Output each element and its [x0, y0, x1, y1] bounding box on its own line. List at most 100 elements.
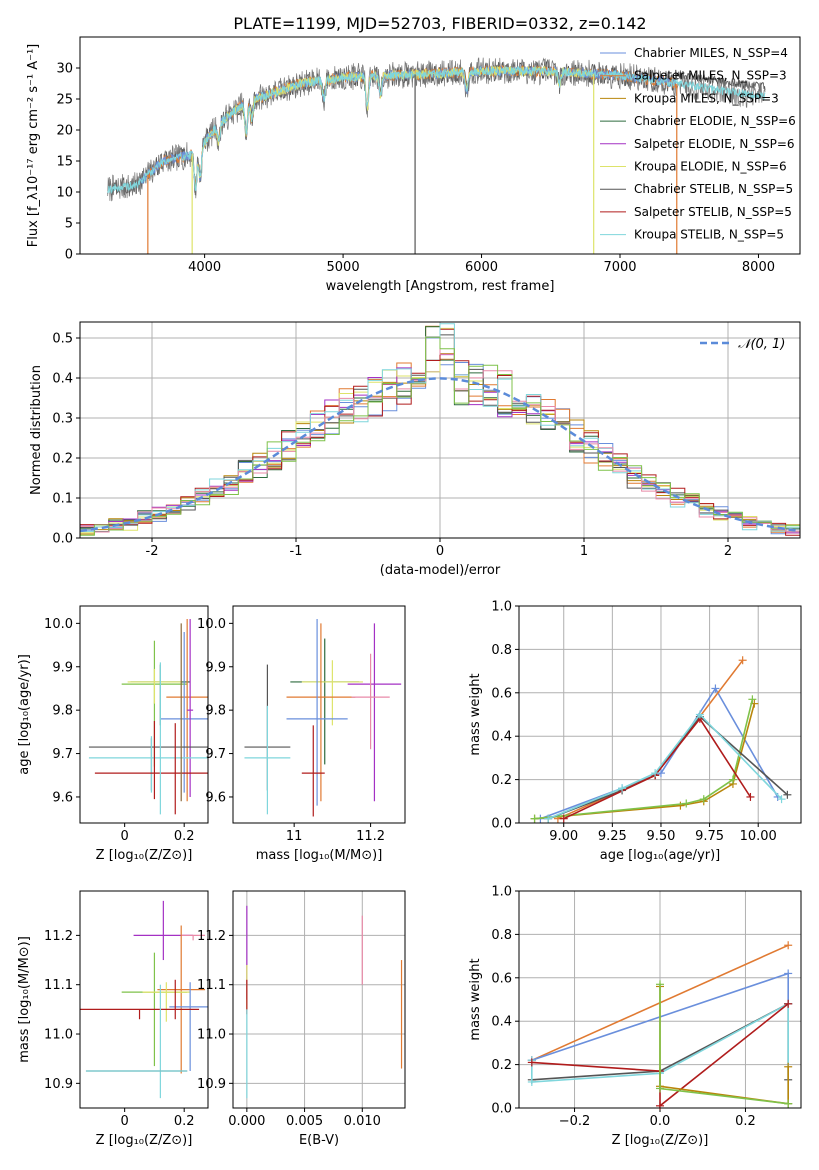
x-tick-label: 11.2 [356, 829, 385, 844]
y-tick-label: 9.7 [205, 747, 226, 762]
y-tick-label: 1.0 [491, 600, 512, 615]
x-axis-label: Z [log₁₀(Z/Z⊙)] [96, 1133, 193, 1148]
y-tick-label: 5 [65, 217, 73, 232]
x-tick-label: −0.2 [559, 1114, 591, 1129]
marker-plus [695, 710, 704, 719]
error-bar-point [187, 619, 194, 797]
spectrum-legend: Chabrier MILES, N_SSP=4 Salpeter MILES, N… [600, 46, 796, 242]
x-tick-label: -1 [290, 544, 303, 559]
y-tick-label: 0.2 [491, 773, 512, 788]
y-tick-label: 0.2 [52, 452, 73, 467]
y-tick-label: 10.0 [44, 617, 73, 632]
y-tick-label: 1.0 [491, 885, 512, 900]
legend-entry: Salpeter MILES, N_SSP=3 [634, 69, 787, 83]
mass_weight_vs_Z-frame [518, 890, 802, 1109]
y-tick-label: 0.4 [491, 730, 512, 745]
marker-plus [711, 684, 720, 693]
x-tick-label: 4000 [188, 260, 221, 275]
x-tick-label: 11 [286, 829, 303, 844]
marker-plus [784, 999, 793, 1008]
marker-plus [746, 792, 755, 801]
x-axis-label: E(B-V) [299, 1133, 339, 1148]
x-axis-label: wavelength [Angstrom, rest frame] [326, 279, 555, 294]
marker-plus [699, 795, 708, 804]
y-axis-label: Normed distribution [29, 365, 44, 495]
legend-entry: Kroupa ELODIE, N_SSP=6 [634, 160, 787, 174]
x-tick-label: -2 [146, 544, 159, 559]
plots-layer: 4000 5000 6000 7000 8000051015202530waveleng… [17, 36, 802, 1148]
marker-plus [784, 1062, 793, 1071]
axes-mass_weight_vs_Z: −0.2 0.0 0.2 0.0 0.2 0.4 0.6 0.8 1.0 Z [log₁₀(Z/Z… [468, 885, 801, 1148]
marker-plus [728, 775, 737, 784]
x-tick-label: 2 [724, 544, 732, 559]
y-axis-label: Flux [f_λ10⁻¹⁷ erg cm⁻² s⁻¹ A⁻¹] [26, 44, 41, 248]
spectrum-line-kroupa_stelib [107, 65, 766, 195]
error-bar-point [157, 925, 206, 1074]
x-tick-label: 0.000 [228, 1114, 265, 1129]
error-bar-point [127, 668, 182, 704]
x-tick-label: 1 [580, 544, 588, 559]
y-tick-label: 10.9 [197, 1077, 226, 1092]
residuals-frame [79, 321, 801, 539]
error-bar-point [94, 721, 208, 800]
legend-entry: Chabrier MILES, N_SSP=4 [634, 46, 788, 60]
axes-residuals: -2 -1 0 1 2 0.0 0.1 0.2 0.3 0.4 0.5 (data-model)/er… [29, 322, 800, 578]
error-bar-point [169, 982, 208, 1072]
x-tick-label: 0.2 [735, 1114, 756, 1129]
y-tick-label: 0.3 [52, 412, 73, 427]
y-tick-label: 11.2 [197, 929, 226, 944]
x-tick-label: 0.2 [174, 1114, 195, 1129]
y-tick-label: 11.0 [44, 1028, 73, 1043]
mass_vs_Z-frame [79, 890, 209, 1109]
y-axis-label: age [log₁₀(age/yr)] [17, 654, 32, 775]
legend-entry: Chabrier ELODIE, N_SSP=6 [634, 114, 796, 128]
marker-plus [656, 980, 664, 989]
error-bar-point [80, 1008, 200, 1020]
axes-age_vs_Z: 0 0.2 9.6 9.7 9.8 9.9 10.0 Z [log₁₀(Z/Z⊙)] age [… [17, 617, 208, 863]
error-bar-point [301, 660, 363, 726]
y-tick-label: 0.1 [52, 492, 73, 507]
x-axis-label: mass [log₁₀(M/M⊙)] [256, 848, 383, 863]
x-tick-label: 0.2 [174, 829, 195, 844]
x-tick-label: 0.0 [650, 1114, 671, 1129]
y-tick-label: 0.6 [491, 686, 512, 701]
x-tick-label: 9.75 [695, 829, 724, 844]
y-tick-label: 0.0 [491, 817, 512, 832]
legend-entry: Kroupa STELIB, N_SSP=5 [634, 228, 784, 242]
legend-entry: Salpeter ELODIE, N_SSP=6 [634, 137, 795, 151]
error-bar-point [347, 623, 402, 802]
marker-plus [618, 784, 627, 793]
y-tick-label: 30 [56, 62, 73, 77]
y-tick-label: 10 [56, 186, 73, 201]
y-tick-label: 9.9 [52, 660, 73, 675]
x-tick-label: 0.005 [286, 1114, 323, 1129]
y-tick-label: 0.8 [491, 928, 512, 943]
axes-spectrum: 4000 5000 6000 7000 8000 0 5 10 15 20 25 30 waveleng… [26, 44, 775, 294]
x-axis-label: Z [log₁₀(Z/Z⊙)] [612, 1133, 709, 1148]
mass-weight-line [563, 717, 752, 820]
marker-plus [784, 969, 793, 978]
y-tick-label: 0.0 [491, 1102, 512, 1117]
y-tick-label: 0.4 [52, 372, 73, 387]
axes-mass_vs_Z: 0 0.2 10.9 11.0 11.1 11.2 Z [log₁₀(Z/Z⊙)] mass … [17, 900, 208, 1148]
x-tick-label: 0 [121, 1114, 129, 1129]
y-tick-label: 11.2 [44, 929, 73, 944]
spectrum-frame [79, 36, 801, 255]
y-tick-label: 11.1 [44, 978, 73, 993]
legend-entry: Kroupa MILES, N_SSP=3 [634, 91, 779, 105]
x-tick-label: 7000 [603, 260, 636, 275]
x-tick-label: 8000 [742, 260, 775, 275]
mass_weight_vs_age-frame [518, 605, 802, 824]
error-bar-point [301, 725, 325, 817]
error-bar-point [88, 736, 208, 793]
error-bar-point [142, 982, 191, 1022]
marker-plus [559, 814, 568, 823]
x-tick-label: 5000 [327, 260, 360, 275]
age_vs_mass-frame [232, 605, 406, 824]
y-axis-label: mass [log₁₀(M/M⊙)] [17, 936, 32, 1063]
y-tick-label: 0 [65, 248, 73, 263]
x-axis-label: age [log₁₀(age/yr)] [600, 848, 721, 863]
marker-plus [651, 769, 660, 778]
error-bar-point [181, 934, 206, 941]
x-axis-label: Z [log₁₀(Z/Z⊙)] [96, 848, 193, 863]
